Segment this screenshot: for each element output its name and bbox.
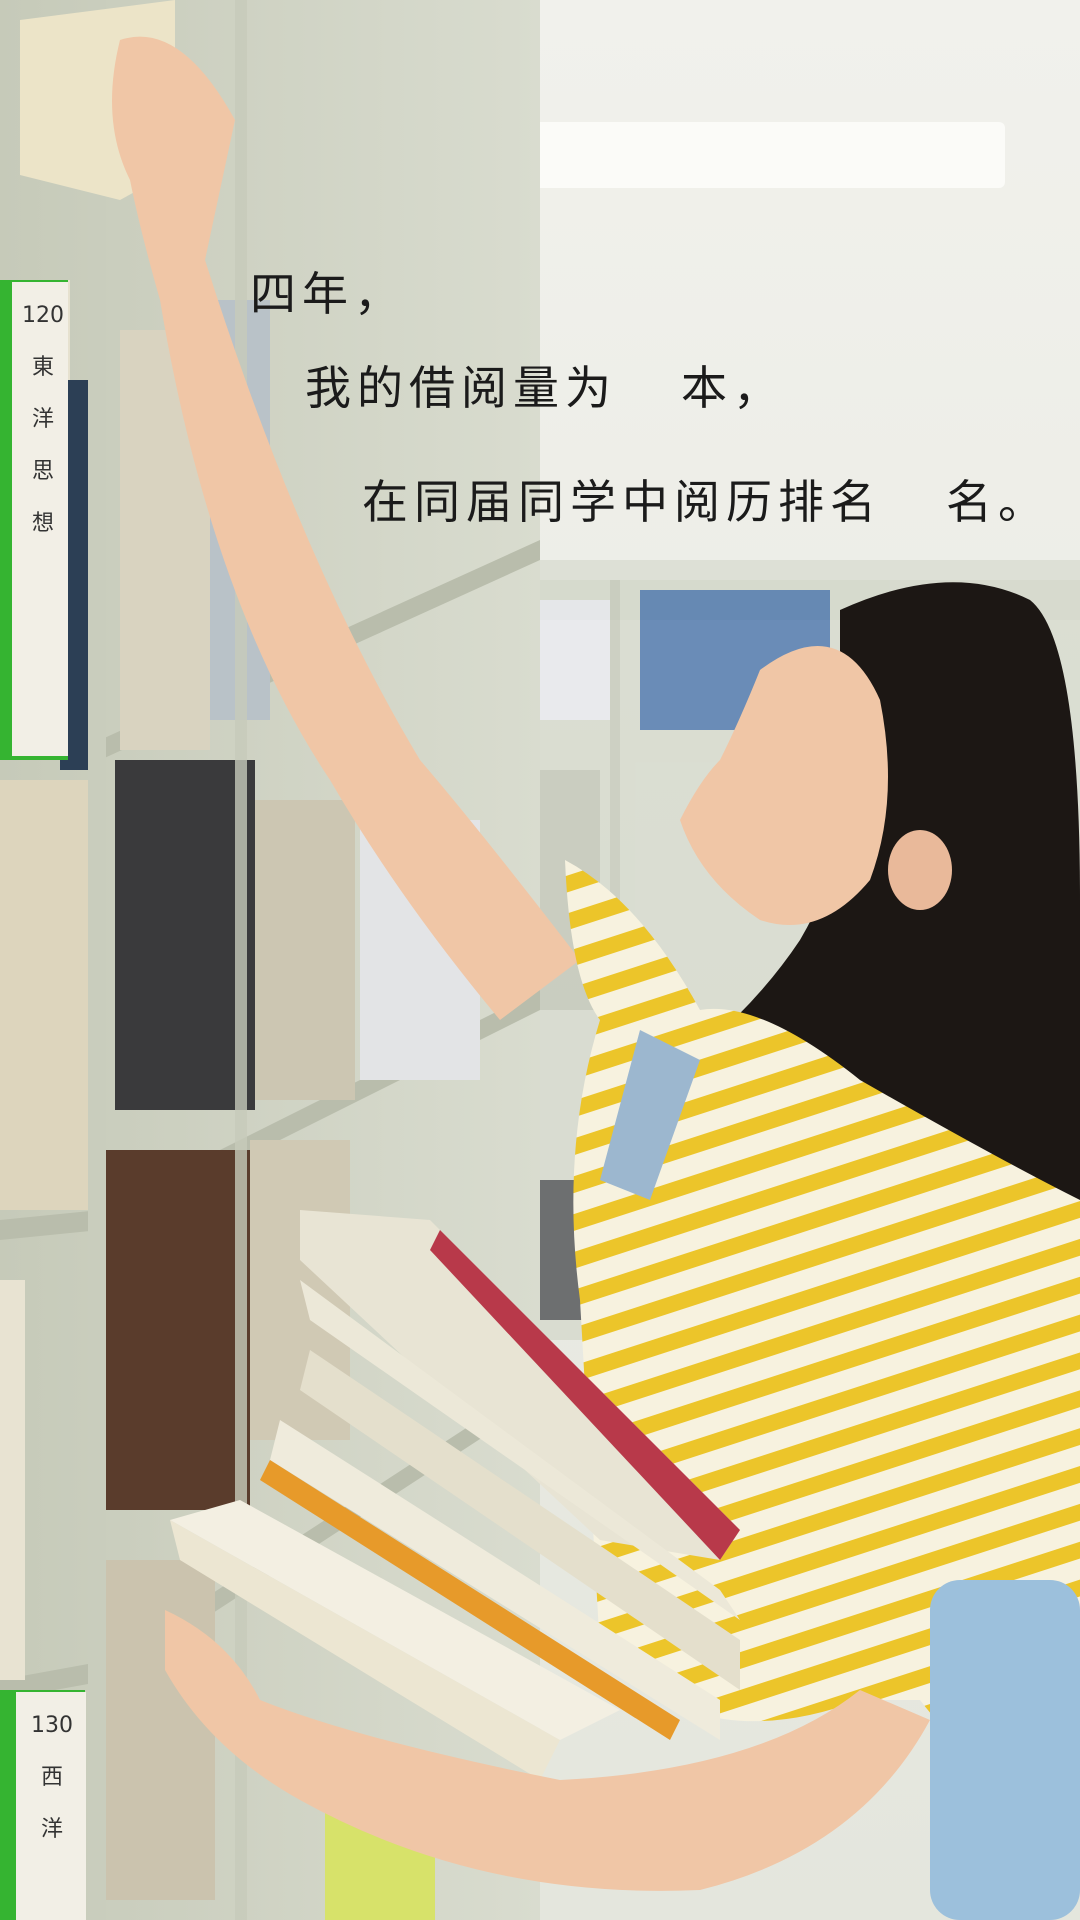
- spine-number: 120: [22, 303, 64, 328]
- book-spine-upper: [0, 280, 68, 760]
- overlay-text: 名。: [946, 475, 1050, 529]
- overlay-text: 我的借阅量为: [305, 361, 617, 415]
- spine-text-lower: 130 西 洋: [20, 1700, 84, 1856]
- book-spine-lower: [0, 1690, 86, 1920]
- ear: [888, 830, 952, 910]
- ceiling-light: [430, 122, 1005, 188]
- spine-char: 東: [31, 355, 54, 380]
- overlay-line-3: 在同届同学中阅历排名 名。: [362, 466, 1050, 532]
- spine-char: 西: [40, 1765, 63, 1790]
- overlay-line-1: 四年，: [250, 258, 406, 324]
- bag: [930, 1580, 1080, 1920]
- overlay-line-2: 我的借阅量为 本，: [305, 352, 785, 418]
- overlay-text: 本，: [681, 361, 785, 415]
- spine-char: 思: [31, 459, 54, 484]
- spine-char: 洋: [40, 1817, 63, 1842]
- overlay-text: 四年，: [250, 267, 406, 321]
- spine-char: 洋: [31, 407, 54, 432]
- lower-arm: [165, 1610, 930, 1891]
- face: [680, 646, 888, 925]
- overlay-text: 在同届同学中阅历排名: [362, 475, 882, 529]
- striped-shirt: [565, 860, 1080, 1800]
- raised-arm: [112, 36, 580, 1020]
- bag-strap: [600, 1030, 700, 1200]
- spine-char: 想: [31, 511, 54, 536]
- book-stack: [170, 1210, 740, 1780]
- spine-text-upper: 120 東 洋 思 想: [16, 290, 70, 550]
- spine-number: 130: [31, 1713, 73, 1738]
